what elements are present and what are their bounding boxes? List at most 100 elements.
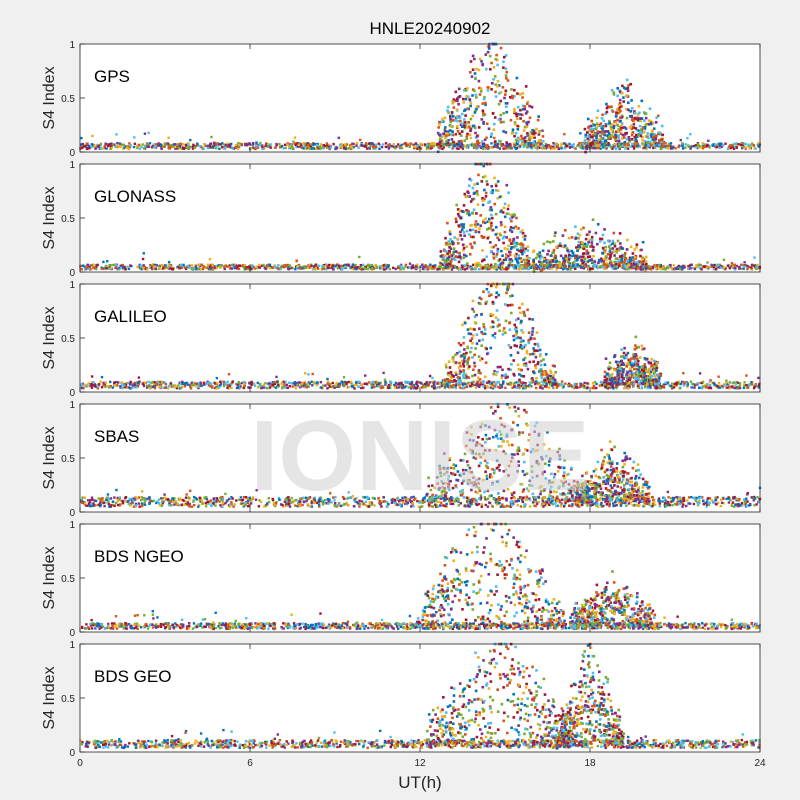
panel-1-point <box>495 255 498 258</box>
panel-0-point <box>512 110 516 113</box>
panel-1-point <box>625 248 629 251</box>
panel-2-point <box>695 383 698 386</box>
panel-2-point <box>164 383 168 386</box>
panel-1-point <box>641 259 645 263</box>
panel-0-point <box>328 143 331 147</box>
panel-0-point <box>687 144 690 147</box>
panel-0-point <box>598 141 602 144</box>
panel-0-point <box>498 84 501 87</box>
panel-2-point <box>561 386 565 389</box>
panel-2-point <box>649 386 652 389</box>
panel-1-point <box>561 268 565 271</box>
panel-0-point <box>93 144 96 147</box>
panel-0-point <box>650 135 653 139</box>
panel-1-point <box>216 264 219 267</box>
panel-2-point <box>388 384 391 387</box>
panel-1-point <box>325 264 329 268</box>
panel-1-point <box>487 267 490 270</box>
panel-1-point <box>733 268 737 271</box>
panel-0-point <box>649 122 653 126</box>
panel-1-point <box>599 260 602 264</box>
panel-1-point <box>194 265 197 269</box>
panel-0-point <box>374 147 377 150</box>
panel-1-point <box>512 226 515 230</box>
panel-2-point <box>747 384 750 388</box>
panel-1-point <box>471 228 475 232</box>
panel-0-point <box>583 142 586 145</box>
panel-0-point <box>496 63 499 67</box>
panel-2-point <box>520 381 523 384</box>
panel-0-point <box>632 126 635 129</box>
panel-1-point <box>456 267 460 270</box>
panel-0-point <box>288 147 291 150</box>
panel-1-point <box>488 208 492 212</box>
panel-1-point <box>331 264 334 267</box>
panel-0-point <box>493 143 497 146</box>
panel-1-point <box>336 267 340 270</box>
panel-0-point <box>325 142 329 145</box>
panel-1-point <box>501 236 505 240</box>
panel-0-point <box>295 145 298 149</box>
panel-1-point <box>312 265 316 268</box>
panel-0-point <box>223 147 227 150</box>
panel-1-point <box>641 258 644 261</box>
panel-1-point <box>96 263 99 267</box>
panel-1-point <box>651 265 654 269</box>
panel-1-point <box>697 263 700 267</box>
panel-2-point <box>123 384 126 387</box>
panel-1-point <box>486 228 489 231</box>
panel-0-point <box>637 105 641 108</box>
panel-0-point <box>647 144 650 147</box>
panel-0-point <box>552 142 555 145</box>
panel-0-point <box>703 143 706 146</box>
panel-2-point <box>375 381 378 384</box>
panel-1-point <box>610 251 613 255</box>
panel-0-point <box>668 143 671 146</box>
panel-2-point <box>144 381 147 384</box>
panel-2-point <box>431 385 434 388</box>
panel-0-point <box>187 142 190 145</box>
panel-0-point <box>628 126 632 129</box>
panel-0-point <box>612 93 616 96</box>
panel-0-point <box>463 145 466 148</box>
panel-1-point <box>447 262 450 265</box>
panel-2-point <box>497 385 500 389</box>
panel-1-point <box>242 265 245 269</box>
panel-1-point <box>560 264 563 267</box>
panel-0-point <box>590 130 594 134</box>
panel-1-point <box>654 266 658 269</box>
panel-1-point <box>285 263 288 267</box>
panel-0-point <box>654 141 658 145</box>
panel-0-point <box>528 116 532 120</box>
panel-1-point <box>515 244 518 248</box>
panel-0-point <box>618 108 621 111</box>
panel-1-point <box>507 254 510 258</box>
panel-0-point <box>447 138 450 142</box>
panel-0-point <box>234 146 237 149</box>
panel-1-point <box>447 249 451 253</box>
panel-2-point <box>437 382 441 385</box>
panel-2-point <box>384 381 387 384</box>
panel-0-point <box>638 145 641 148</box>
panel-1-point <box>503 215 507 219</box>
panel-1-point <box>351 267 354 270</box>
panel-1-point <box>95 267 98 271</box>
panel-1-point <box>83 265 86 268</box>
panel-1-point <box>498 263 502 267</box>
panel-1-point <box>655 264 659 268</box>
panel-2-point <box>562 385 565 388</box>
panel-0-point <box>482 97 486 101</box>
panel-0-point <box>545 146 549 149</box>
panel-0-point <box>351 142 354 145</box>
panel-0-point <box>283 143 287 146</box>
panel-0-point <box>438 141 442 144</box>
panel-1-point <box>190 264 194 267</box>
panel-1-point <box>334 265 337 268</box>
panel-0-point <box>505 70 509 74</box>
panel-0-point <box>79 143 83 146</box>
panel-0-point <box>584 133 588 137</box>
panel-1-point <box>186 264 190 268</box>
panel-2-point <box>347 380 350 384</box>
panel-2-point <box>461 382 464 385</box>
panel-2-point <box>474 383 477 387</box>
